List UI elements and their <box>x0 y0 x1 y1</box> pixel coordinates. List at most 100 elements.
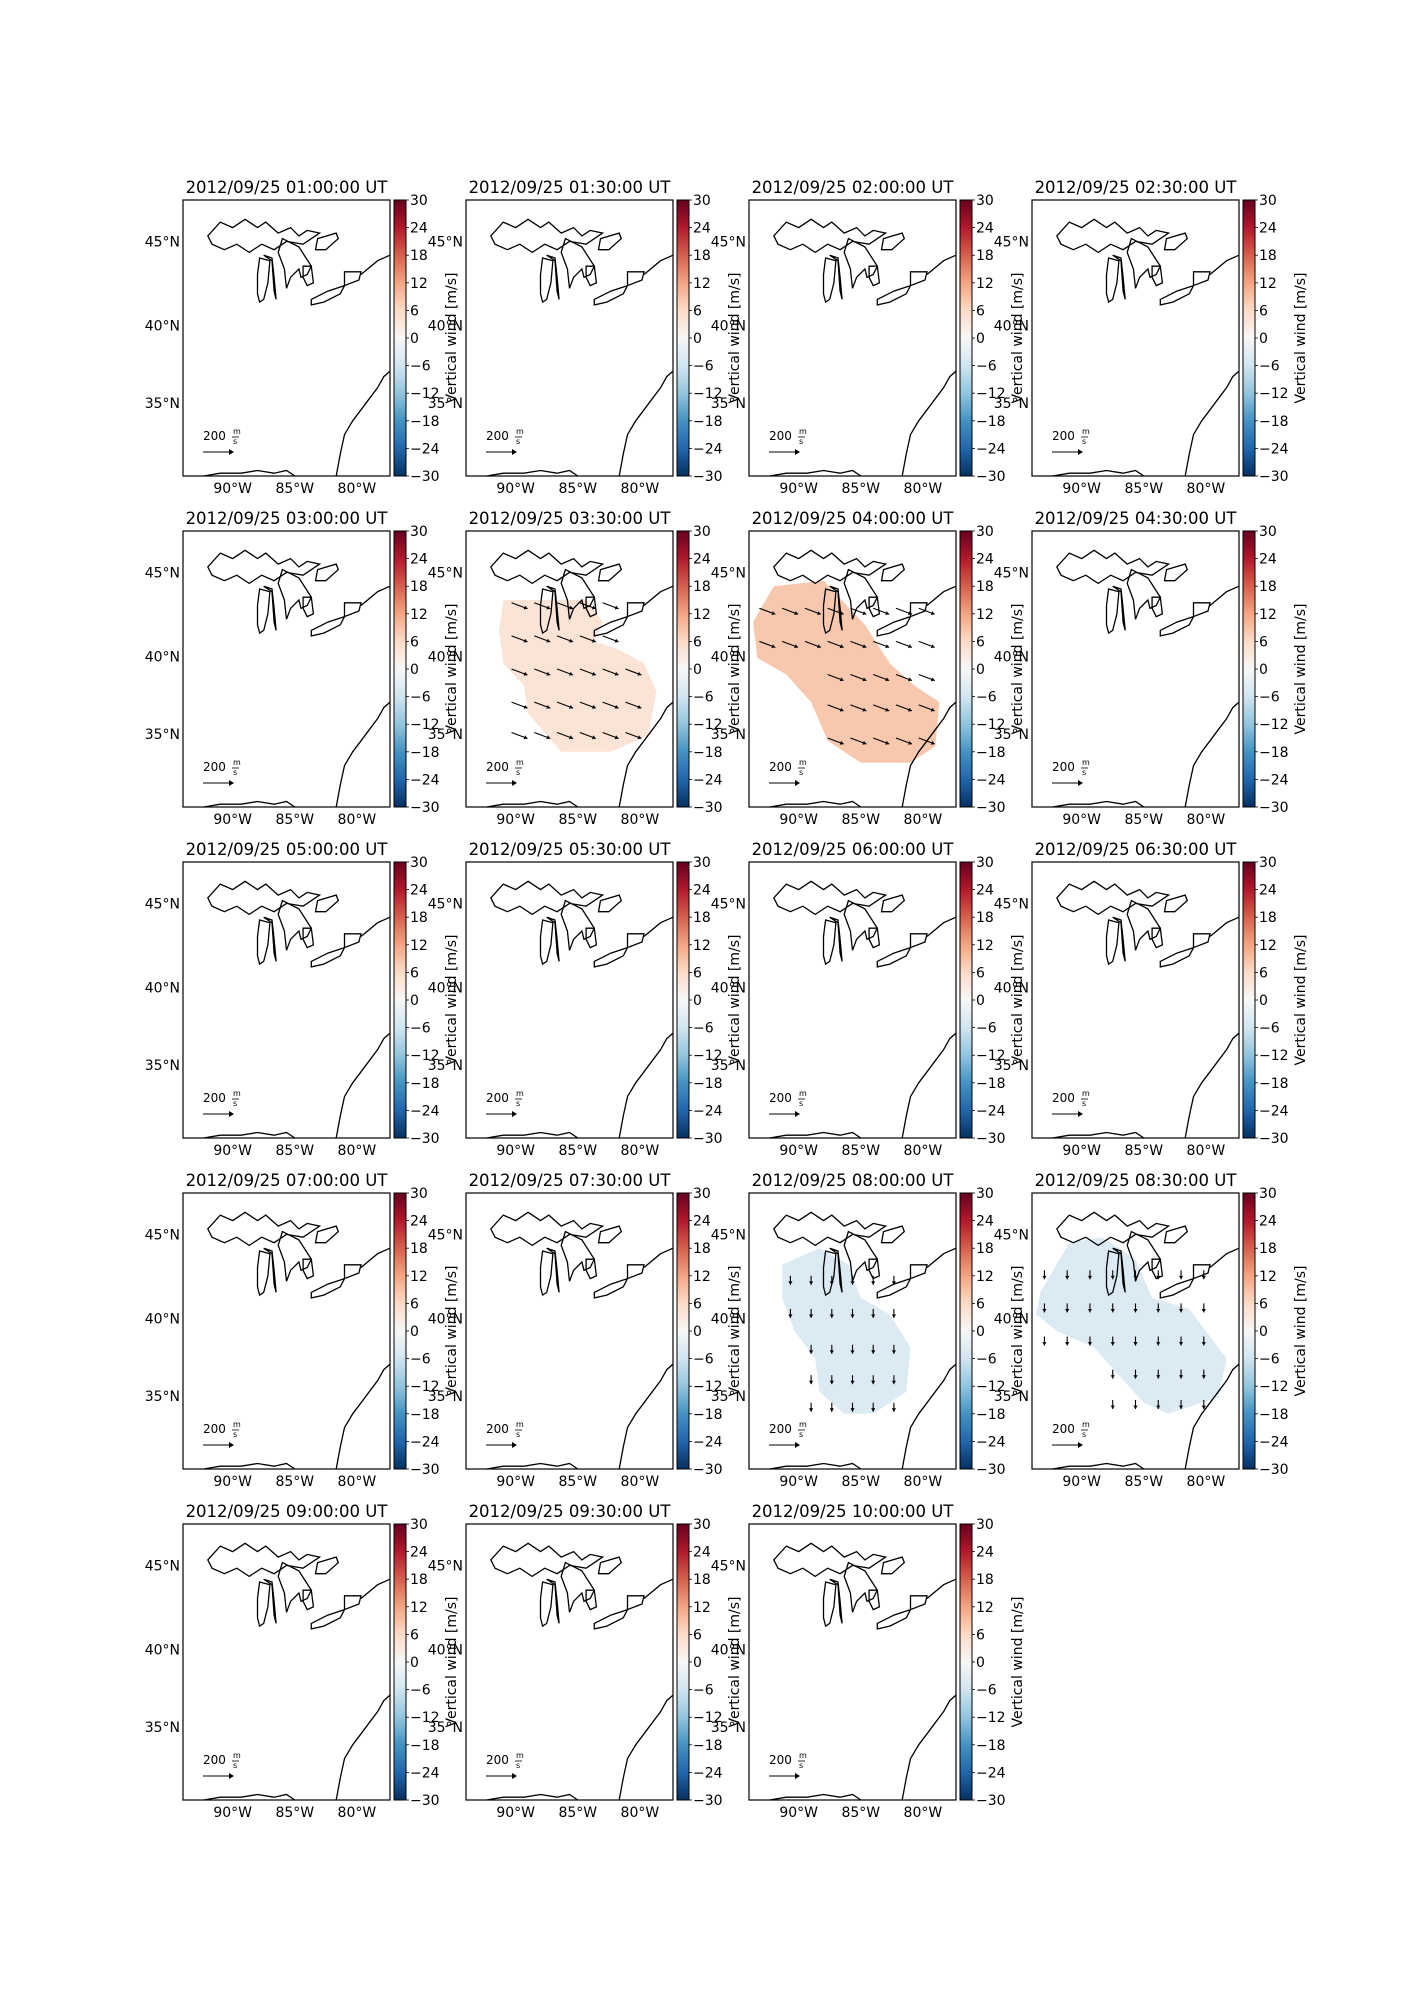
colorbar-label: Vertical wind [m/s] <box>1293 273 1309 404</box>
map-frame <box>182 199 391 477</box>
colorbar-tick-label: −6 <box>410 1021 431 1037</box>
colorbar-tick-label: 6 <box>410 634 419 650</box>
colorbar-tick-label: −18 <box>1259 745 1289 761</box>
colorbar-tick-label: 6 <box>693 303 702 319</box>
colorbar-tick-label: 0 <box>693 993 702 1009</box>
great-lakes-outline <box>868 265 881 287</box>
coastline <box>1184 1032 1240 1139</box>
colorbar-tick-label: 6 <box>693 1296 702 1312</box>
colorbar-tick-label: −18 <box>976 745 1006 761</box>
colorbar-tick-label: −24 <box>1259 441 1289 457</box>
longitude-label: 80°W <box>904 1474 943 1490</box>
colorbar-tick-label: 18 <box>1259 579 1277 595</box>
great-lakes-outline <box>256 257 271 304</box>
panel-title: 2012/09/25 09:00:00 UT <box>186 1502 389 1521</box>
colorbar-tick-label: −18 <box>410 745 440 761</box>
latitude-label: 45°N <box>428 896 463 912</box>
map-panel: 2012/09/25 05:30:00 UT 200 ms 45°N 40°N 35°N 9… <box>428 840 743 1159</box>
great-lakes-outline <box>773 880 888 916</box>
colorbar-label: Vertical wind [m/s] <box>727 273 743 404</box>
colorbar-tick-label: 30 <box>693 524 711 540</box>
reference-arrow-unit: s <box>1082 437 1086 446</box>
great-lakes-outline <box>1151 596 1164 618</box>
map-frame <box>182 861 391 1139</box>
great-lakes-outline <box>207 218 322 254</box>
latitude-label: 40°N <box>428 1312 463 1328</box>
colorbar-tick-label: −6 <box>1259 1352 1280 1368</box>
colorbar <box>393 1523 407 1801</box>
great-lakes-outline <box>585 1258 598 1280</box>
longitude-label: 90°W <box>1062 481 1101 497</box>
coastline <box>926 585 957 606</box>
great-lakes-outline <box>909 602 928 618</box>
coastline <box>769 469 862 477</box>
colorbar-tick-label: −30 <box>693 1793 723 1809</box>
colorbar-tick-label: −6 <box>1259 690 1280 706</box>
latitude-label: 45°N <box>145 1227 180 1243</box>
longitude-label: 90°W <box>779 481 818 497</box>
great-lakes-outline <box>593 284 629 306</box>
colorbar-tick-label: 30 <box>1259 1186 1277 1202</box>
colorbar-tick-label: −12 <box>976 717 1006 733</box>
colorbar-tick-label: 0 <box>693 1324 702 1340</box>
latitude-label: 35°N <box>145 1720 180 1736</box>
coastline <box>1209 916 1240 937</box>
wind-field-region <box>499 600 657 752</box>
colorbar-tick-label: 18 <box>410 910 428 926</box>
colorbar-tick-label: 18 <box>1259 910 1277 926</box>
great-lakes-outline <box>207 1542 322 1578</box>
colorbar-tick-label: 18 <box>976 1241 994 1257</box>
great-lakes-outline <box>343 1595 362 1611</box>
map-frame <box>182 1523 391 1801</box>
colorbar-label: Vertical wind [m/s] <box>444 935 460 1066</box>
longitude-label: 80°W <box>621 1474 660 1490</box>
longitude-label: 80°W <box>621 1143 660 1159</box>
map-panel: 2012/09/25 07:00:00 UT 200 ms 45°N 40°N 35°N 9… <box>145 1171 460 1490</box>
colorbar-tick-label: 12 <box>693 1600 711 1616</box>
reference-arrow-unit: s <box>799 768 803 777</box>
colorbar-tick-label: 6 <box>693 1627 702 1643</box>
longitude-label: 90°W <box>496 1143 535 1159</box>
coastline <box>486 1462 579 1470</box>
colorbar-label: Vertical wind [m/s] <box>727 935 743 1066</box>
longitude-label: 80°W <box>904 1143 943 1159</box>
coastline <box>1052 469 1145 477</box>
great-lakes-outline <box>868 927 881 949</box>
colorbar-tick-label: −30 <box>693 469 723 485</box>
colorbar-tick-label: 12 <box>410 938 428 954</box>
latitude-label: 45°N <box>711 234 746 250</box>
colorbar-tick-label: −18 <box>693 414 723 430</box>
reference-arrow-label: 200 <box>769 1753 792 1767</box>
map-frame <box>1031 199 1240 477</box>
colorbar-tick-label: −30 <box>410 1131 440 1147</box>
latitude-label: 45°N <box>994 565 1029 581</box>
coastline <box>1184 370 1240 477</box>
reference-arrow-unit: s <box>799 1430 803 1439</box>
colorbar <box>393 199 407 477</box>
great-lakes-outline <box>829 1247 843 1293</box>
colorbar <box>959 861 973 1139</box>
great-lakes-outline <box>1105 1250 1120 1297</box>
reference-arrow-unit: m <box>1082 758 1090 767</box>
longitude-label: 90°W <box>213 1143 252 1159</box>
longitude-label: 85°W <box>275 1474 314 1490</box>
coastline <box>643 254 674 275</box>
panel-title: 2012/09/25 10:00:00 UT <box>752 1502 955 1521</box>
colorbar-tick-label: 18 <box>693 910 711 926</box>
colorbar-tick-label: −12 <box>976 1710 1006 1726</box>
latitude-label: 40°N <box>994 319 1029 335</box>
colorbar <box>676 1192 690 1470</box>
colorbar-tick-label: 12 <box>1259 276 1277 292</box>
panel-title: 2012/09/25 02:30:00 UT <box>1035 178 1238 197</box>
colorbar-tick-label: 0 <box>1259 662 1268 678</box>
colorbar-tick-label: −6 <box>976 359 997 375</box>
coastline <box>360 1247 391 1268</box>
great-lakes-outline <box>868 1258 881 1280</box>
colorbar-tick-label: −24 <box>693 1434 723 1450</box>
colorbar-tick-label: 24 <box>1259 552 1277 568</box>
colorbar-tick-label: −12 <box>410 1048 440 1064</box>
wind-field-region <box>753 580 940 763</box>
longitude-label: 90°W <box>1062 812 1101 828</box>
